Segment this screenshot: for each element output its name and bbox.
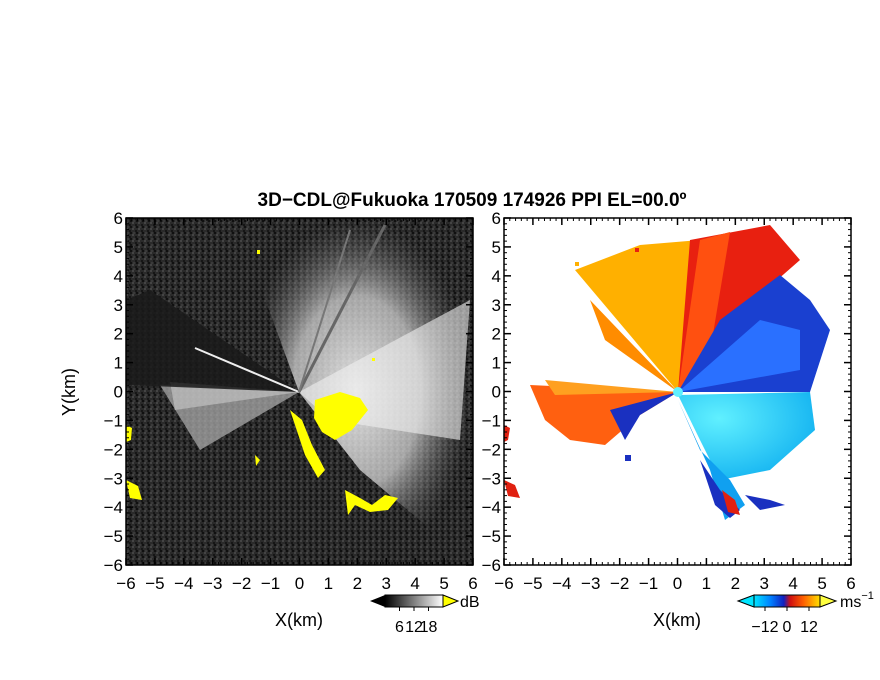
y-tick-label: 6 <box>114 209 123 228</box>
x-tick-label: 5 <box>817 574 826 593</box>
y-tick-label: −1 <box>104 411 123 430</box>
x-tick-label: 3 <box>382 574 391 593</box>
y-tick-label: 0 <box>492 383 501 402</box>
x-tick-label: −1 <box>261 574 280 593</box>
x-tick-label: −3 <box>581 574 600 593</box>
y-tick-label: 2 <box>114 325 123 344</box>
x-tick-label: −2 <box>232 574 251 593</box>
x-tick-label: −5 <box>145 574 164 593</box>
right-colorbar-unit: ms−1 <box>840 590 874 611</box>
y-tick-label: 4 <box>114 267 123 286</box>
x-tick-label: 0 <box>295 574 304 593</box>
x-tick-label: 0 <box>673 574 682 593</box>
chart-title: 3D−CDL@Fukuoka 170509 174926 PPI EL=00.0… <box>258 190 687 211</box>
x-tick-label: 6 <box>846 574 855 593</box>
y-tick-label: 1 <box>114 354 123 373</box>
y-tick-label: 5 <box>492 238 501 257</box>
x-tick-label: 1 <box>702 574 711 593</box>
y-tick-label: 2 <box>492 325 501 344</box>
left-y-axis-label: Y(km) <box>59 368 79 416</box>
x-tick-label: −2 <box>610 574 629 593</box>
y-tick-label: −3 <box>104 469 123 488</box>
y-tick-label: 4 <box>492 267 501 286</box>
y-tick-label: 0 <box>114 383 123 402</box>
right-colorbar-ticks: −12 0 12 <box>751 607 818 636</box>
right-x-axis-label: X(km) <box>653 610 701 630</box>
x-tick-label: 4 <box>410 574 419 593</box>
y-tick-label: −4 <box>482 498 501 517</box>
y-tick-label: −3 <box>482 469 501 488</box>
x-tick-label: 2 <box>731 574 740 593</box>
x-tick-label: 5 <box>439 574 448 593</box>
y-tick-label: 1 <box>492 354 501 373</box>
x-tick-label: −1 <box>639 574 658 593</box>
x-tick-label: −4 <box>552 574 571 593</box>
y-tick-label: −5 <box>104 527 123 546</box>
right-heatmap-image <box>504 218 851 565</box>
x-tick-label: 2 <box>353 574 362 593</box>
colorbar-tick-label: −12 <box>751 619 778 636</box>
y-tick-label: 5 <box>114 238 123 257</box>
y-tick-label: −6 <box>104 556 123 575</box>
right-colorbar: ms−1 −12 0 12 <box>736 590 874 636</box>
y-tick-label: 3 <box>114 296 123 315</box>
y-tick-label: 3 <box>492 296 501 315</box>
x-tick-label: 3 <box>760 574 769 593</box>
y-tick-label: −2 <box>482 440 501 459</box>
colorbar-tick-label: 12 <box>800 619 818 636</box>
left-x-axis-label: X(km) <box>275 610 323 630</box>
y-tick-label: −5 <box>482 527 501 546</box>
x-tick-label: −6 <box>116 574 135 593</box>
y-tick-label: −4 <box>104 498 123 517</box>
colorbar-tick-label: 18 <box>420 619 438 636</box>
x-tick-label: −6 <box>494 574 513 593</box>
y-tick-label: 6 <box>492 209 501 228</box>
x-tick-label: 1 <box>324 574 333 593</box>
x-tick-label: 6 <box>468 574 477 593</box>
y-tick-label: −1 <box>482 411 501 430</box>
colorbar-tick-label: 0 <box>783 619 792 636</box>
left-heatmap-image <box>126 218 473 565</box>
x-tick-label: −4 <box>174 574 193 593</box>
colorbar-tick-label: 12 <box>405 619 423 636</box>
x-tick-label: 4 <box>788 574 797 593</box>
colorbar-tick-label: 6 <box>395 619 404 636</box>
x-tick-label: −5 <box>523 574 542 593</box>
y-tick-label: −6 <box>482 556 501 575</box>
x-tick-label: −3 <box>203 574 222 593</box>
y-tick-label: −2 <box>104 440 123 459</box>
left-colorbar-unit: dB <box>460 594 480 611</box>
